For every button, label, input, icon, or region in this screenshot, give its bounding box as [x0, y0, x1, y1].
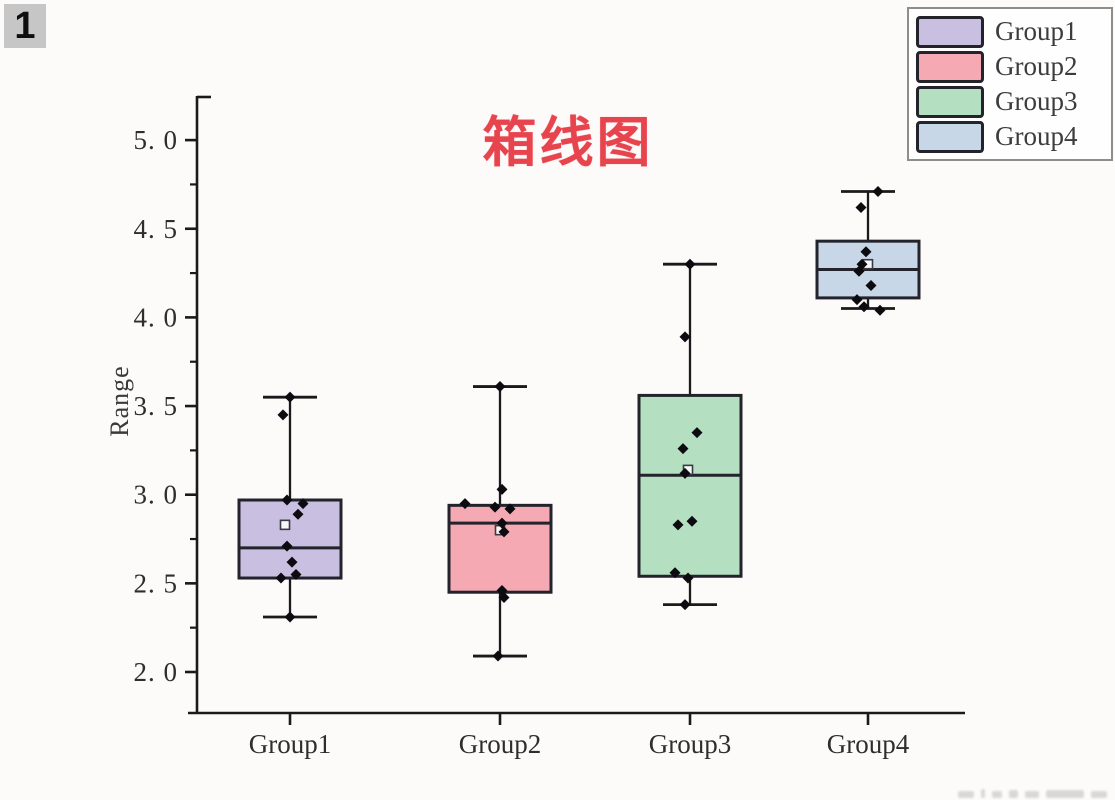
data-point	[691, 427, 703, 439]
legend-swatch	[916, 15, 984, 48]
data-point	[489, 501, 501, 513]
watermark	[958, 789, 1107, 798]
data-point	[679, 467, 691, 479]
data-point	[281, 540, 293, 552]
data-point	[874, 304, 886, 316]
y-tick-label: 2. 0	[134, 657, 179, 687]
data-point	[277, 409, 289, 421]
chart-title: 箱线图	[482, 113, 654, 173]
data-point	[872, 186, 884, 198]
box-group-group3	[637, 258, 743, 611]
y-tick-label: 5. 0	[134, 125, 179, 155]
data-point	[504, 503, 516, 515]
data-point	[284, 391, 296, 403]
watermark-mark	[1025, 791, 1039, 798]
slide-number-badge: 1	[4, 4, 46, 48]
watermark-mark	[1046, 790, 1084, 798]
y-tick-label: 4. 5	[134, 214, 179, 244]
x-tick-label: Group1	[249, 729, 332, 759]
data-point	[679, 599, 691, 611]
data-point	[860, 246, 872, 258]
data-point	[498, 526, 510, 538]
watermark-mark	[1091, 791, 1107, 798]
x-tick-label: Group3	[649, 729, 732, 759]
data-point	[686, 515, 698, 527]
data-point	[286, 556, 298, 568]
box-group-group2	[447, 381, 553, 662]
legend-item-group3: Group3	[916, 84, 1107, 119]
data-point	[855, 201, 867, 213]
iqr-box	[637, 393, 743, 578]
legend-swatch	[916, 120, 984, 153]
box-group-group1	[237, 391, 343, 623]
legend: Group1 Group2 Group3 Group4	[907, 7, 1113, 161]
legend-label: Group4	[995, 121, 1078, 151]
legend-item-group2: Group2	[916, 49, 1107, 84]
data-point	[496, 483, 508, 495]
data-point	[492, 650, 504, 662]
data-point	[672, 519, 684, 531]
y-tick-label: 3. 5	[134, 391, 179, 421]
data-point	[851, 294, 863, 306]
data-point	[496, 517, 508, 529]
y-tick-label: 4. 0	[134, 302, 179, 332]
data-point	[853, 265, 865, 277]
data-point	[292, 508, 304, 520]
data-point	[865, 279, 877, 291]
watermark-mark	[958, 791, 974, 798]
data-point	[275, 572, 287, 584]
data-point	[284, 611, 296, 623]
data-point	[459, 498, 471, 510]
iqr-box	[237, 498, 343, 580]
legend-label: Group1	[995, 16, 1078, 46]
data-point	[498, 592, 510, 604]
axes: 2. 0 2. 5 3. 0 3. 5 4. 0 4. 5 5. 0 Group1 Group2…	[134, 95, 965, 759]
data-point	[297, 498, 309, 510]
data-point	[494, 381, 506, 393]
x-tick-label: Group4	[827, 729, 910, 759]
data-point	[858, 301, 870, 313]
iqr-box	[447, 503, 553, 594]
legend-item-group4: Group4	[916, 119, 1107, 154]
watermark-mark	[981, 789, 985, 798]
box-group-group4	[815, 186, 921, 316]
y-tick-label: 3. 0	[134, 480, 179, 510]
y-tick-label: 2. 5	[134, 568, 179, 598]
data-point	[290, 568, 302, 580]
data-point	[669, 567, 681, 579]
legend-swatch	[916, 85, 984, 118]
mean-marker	[279, 519, 291, 531]
watermark-mark	[1009, 790, 1018, 798]
data-point	[684, 258, 696, 270]
data-point	[677, 443, 689, 455]
data-point	[281, 494, 293, 506]
legend-label: Group3	[995, 86, 1078, 116]
watermark-mark	[992, 791, 1002, 798]
data-point	[679, 331, 691, 343]
data-point	[682, 572, 694, 584]
x-tick-label: Group2	[459, 729, 542, 759]
legend-swatch	[916, 50, 984, 83]
legend-item-group1: Group1	[916, 14, 1107, 49]
legend-label: Group2	[995, 51, 1078, 81]
